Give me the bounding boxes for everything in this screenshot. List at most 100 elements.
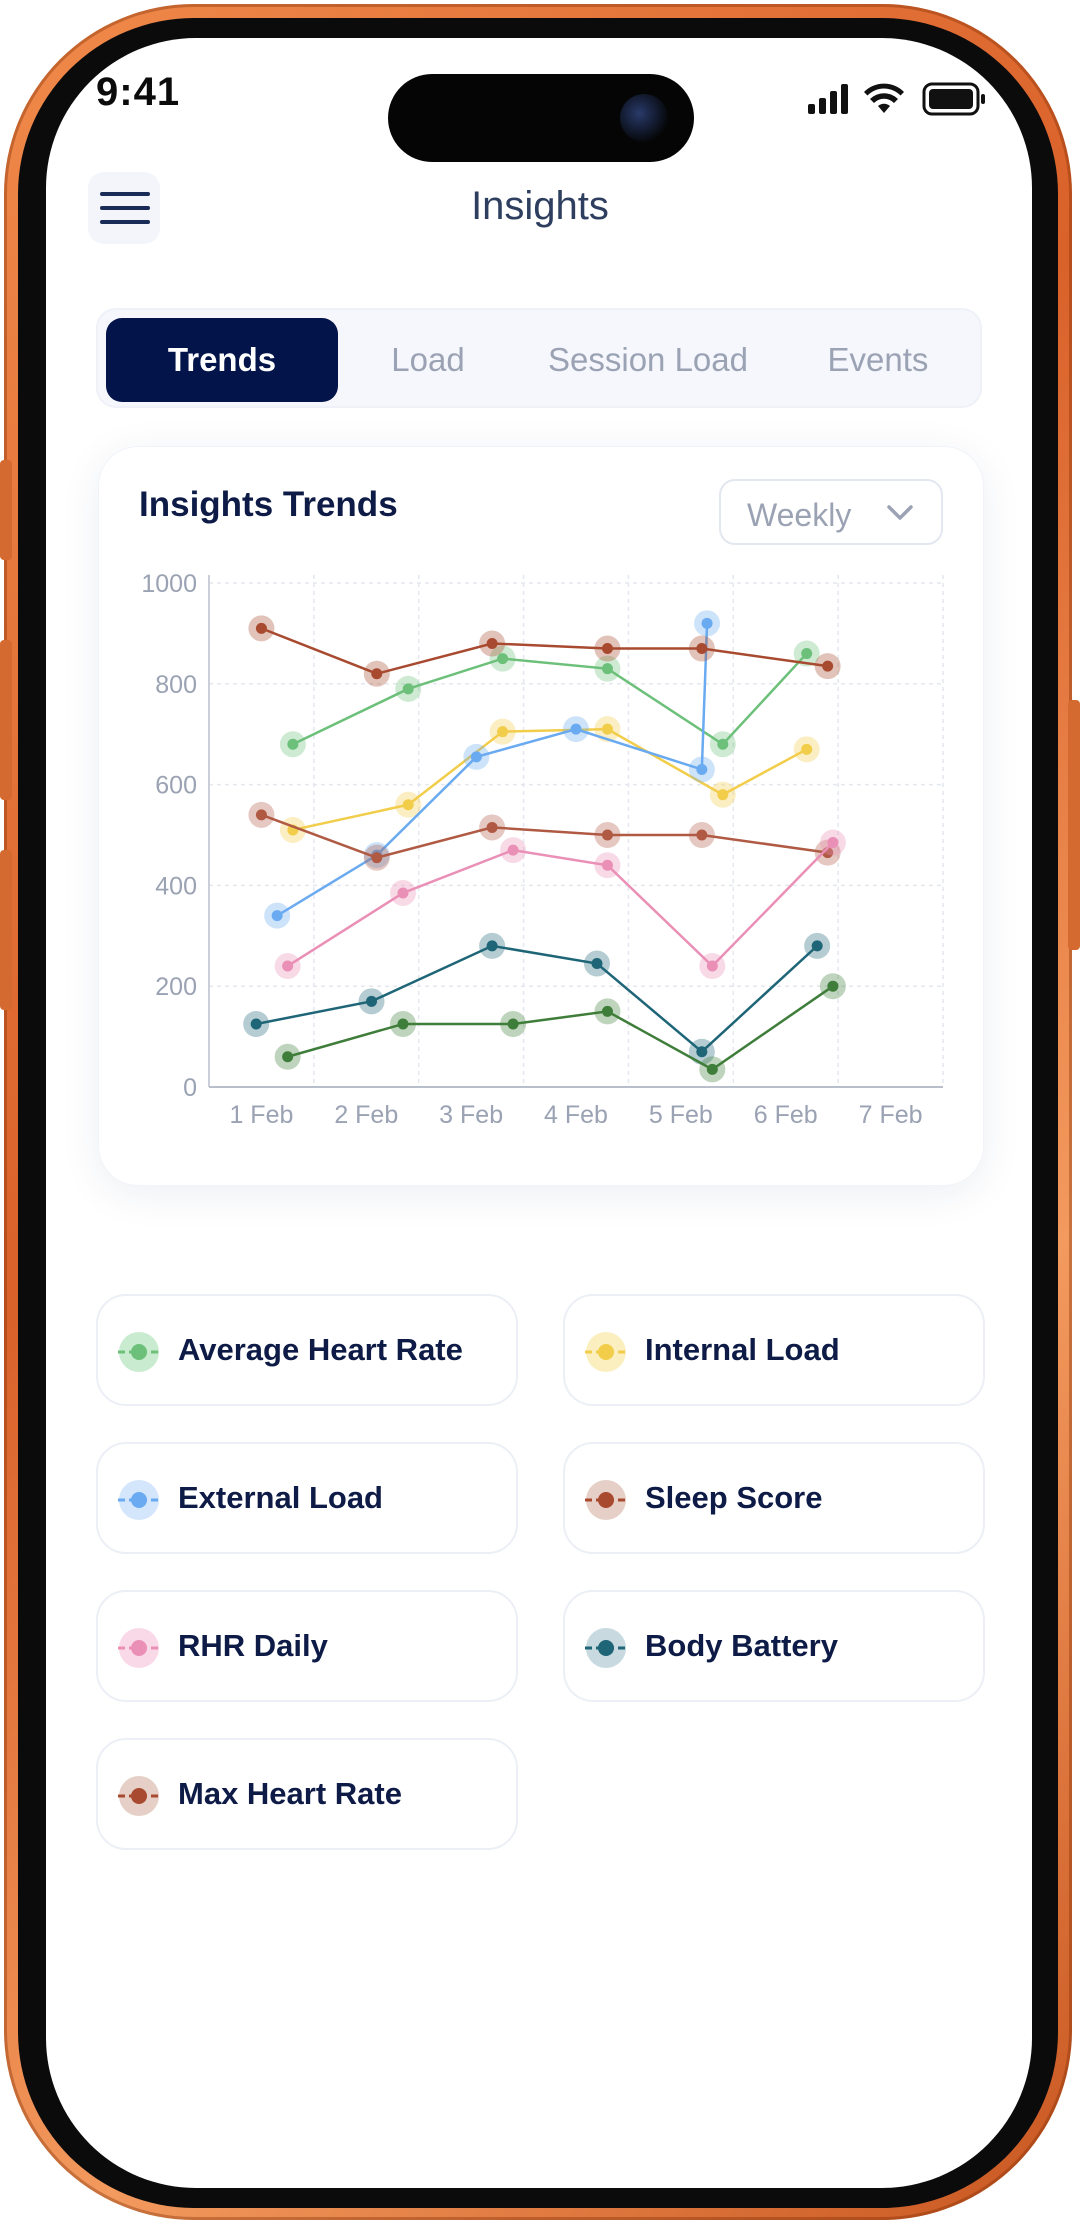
chart-card: Insights Trends Weekly 0 200 400 600 800 1000… [98,446,984,1186]
data-point [827,980,839,992]
data-point [696,829,708,841]
legend-body-battery[interactable]: Body Battery [563,1590,985,1702]
x-tick-label: 6 Feb [754,1101,818,1129]
y-tick-label: 1000 [141,570,197,598]
menu-button[interactable] [88,172,160,244]
data-point [497,726,509,738]
tab-session-load[interactable]: Session Load [548,341,748,378]
data-point [570,723,582,735]
data-point [811,940,823,952]
legend-sleep-score[interactable]: Sleep Score [563,1442,985,1554]
dynamic-island [388,74,694,162]
data-point [701,617,713,629]
data-point [507,844,519,856]
tab-load[interactable]: Load [391,341,465,378]
chevron-down-icon [887,505,913,520]
legend-label: Internal Load [645,1332,840,1367]
data-point [601,1005,613,1017]
series-line [255,944,819,1054]
x-tick-label: 4 Feb [544,1101,608,1129]
menu-icon-bar [100,220,150,224]
data-point [250,1018,262,1030]
signal-icon [808,84,848,114]
period-dropdown-value: Weekly [747,497,852,533]
data-point [696,1046,708,1058]
data-point [601,663,613,675]
status-icons [808,82,985,116]
data-point [287,738,299,750]
legend-label: Body Battery [645,1628,838,1663]
action-button [0,460,12,560]
wifi-icon [864,83,904,113]
volume-down-button [0,850,12,1010]
x-tick-label: 7 Feb [859,1101,923,1129]
data-point [696,763,708,775]
legend-label: Max Heart Rate [178,1776,402,1811]
legend-marker-icon [585,1480,627,1520]
legend-label: Sleep Score [645,1480,823,1515]
series-line [287,985,834,1071]
data-point [822,660,834,672]
data-point [591,958,603,970]
legend-external-load[interactable]: External Load [96,1442,518,1554]
data-point [601,829,613,841]
data-point [801,743,813,755]
status-time: 9:41 [96,70,181,114]
x-tick-label: 2 Feb [334,1101,398,1129]
data-point [366,995,378,1007]
data-point [371,668,383,680]
data-point [371,852,383,864]
volume-up-button [0,640,12,800]
data-point [255,622,267,634]
data-point [601,859,613,871]
tab-bar: Trends Load Session Load Events [96,308,982,408]
data-point [601,643,613,655]
data-point [397,1018,409,1030]
power-button [1068,700,1080,950]
legend-label: External Load [178,1480,383,1515]
legend-marker-icon [585,1332,627,1372]
y-tick-label: 0 [183,1074,197,1102]
legend-max-heart-rate[interactable]: Max Heart Rate [96,1738,518,1850]
x-tick-label: 3 Feb [439,1101,503,1129]
page-title: Insights [471,184,609,228]
tab-events[interactable]: Events [827,341,929,378]
legend-average-heart-rate[interactable]: Average Heart Rate [96,1294,518,1406]
data-point [706,1063,718,1075]
period-dropdown[interactable]: Weekly [719,479,943,545]
data-point [717,738,729,750]
data-point [507,1018,519,1030]
data-point [282,1051,294,1063]
data-point [282,960,294,972]
camera-icon [620,94,668,142]
y-tick-label: 800 [155,671,197,699]
data-point [486,637,498,649]
y-tick-label: 400 [155,872,197,900]
series-line [292,727,808,832]
data-point [486,821,498,833]
data-point [470,751,482,763]
y-tick-label: 600 [155,772,197,800]
series-line [276,623,709,917]
legend-label: Average Heart Rate [178,1332,463,1367]
trend-chart: 0 200 400 600 800 1000 1 Feb 2 Feb 3 Feb 4 Feb 5 F… [141,570,944,1129]
data-point [827,837,839,849]
data-point [397,887,409,899]
data-point [402,799,414,811]
legend-internal-load[interactable]: Internal Load [563,1294,985,1406]
legend-rhr-daily[interactable]: RHR Daily [96,1590,518,1702]
data-point [801,648,813,660]
data-point [255,809,267,821]
legend-label: RHR Daily [178,1628,328,1663]
battery-icon [922,82,985,116]
series-line [260,627,828,676]
legend-marker-icon [118,1776,160,1816]
x-tick-label: 1 Feb [229,1101,293,1129]
legend-marker-icon [585,1628,627,1668]
legend-marker-icon [118,1628,160,1668]
tab-trends[interactable]: Trends [106,318,338,402]
menu-icon-bar [100,206,150,210]
data-point [497,653,509,665]
legend-marker-icon [118,1480,160,1520]
series-line [260,813,828,859]
